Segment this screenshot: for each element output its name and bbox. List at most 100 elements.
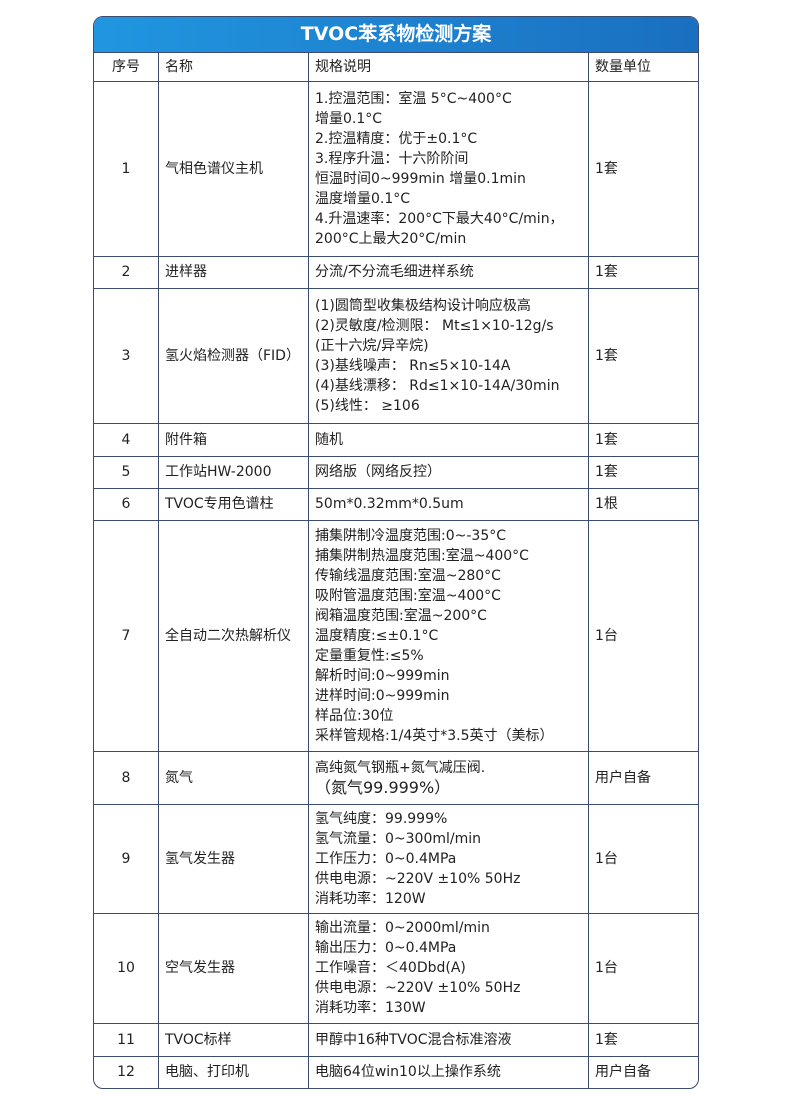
spec-line: 输出压力：0~0.4MPa (315, 940, 457, 956)
item-quantity: 1台 (588, 803, 698, 914)
spec-line: (4)基线漂移： Rd≤1×10-14A/30min (315, 377, 560, 394)
item-quantity: 1套 (588, 455, 698, 489)
spec-line: 工作压力：0~0.4MPa (315, 850, 457, 867)
table-row: 11 TVOC标样 甲醇中16种TVOC混合标准溶液 1套 (94, 1022, 698, 1057)
item-name: 附件箱 (158, 422, 309, 457)
table-row: 1 气相色谱仪主机 1.控温范围：室温 5°C~400°C 增量0.1°C 2.控温精度… (94, 80, 698, 257)
item-spec: 分流/不分流毛细进样系统 (308, 255, 589, 289)
row-number: 10 (94, 912, 159, 1024)
item-name: 全自动二次热解析仪 (158, 519, 309, 752)
table-row: 2 进样器 分流/不分流毛细进样系统 1套 (94, 255, 698, 289)
item-quantity: 1套 (588, 255, 698, 289)
spec-line: 3.程序升温：十六阶阶间 (315, 150, 469, 167)
item-quantity: 1台 (588, 519, 698, 752)
spec-line: 输出流量：0~2000ml/min (315, 920, 490, 936)
table-title: TVOC苯系物检测方案 (94, 17, 698, 53)
item-name: 电脑、打印机 (158, 1055, 309, 1088)
row-number: 9 (94, 803, 159, 914)
row-number: 8 (94, 750, 159, 805)
item-quantity: 1套 (588, 287, 698, 424)
spec-line: 高纯氮气钢瓶+氮气减压阀. (315, 759, 486, 776)
header-qty: 数量单位 (588, 53, 698, 82)
item-name: TVOC标样 (158, 1022, 309, 1057)
table-row: 3 氢火焰检测器（FID） (1)圆筒型收集极结构设计响应极高 (2)灵敏度/检测限：… (94, 287, 698, 424)
item-name: 进样器 (158, 255, 309, 289)
item-spec: 电脑64位win10以上操作系统 (308, 1055, 589, 1088)
spec-line: 温度增量0.1°C (315, 190, 411, 207)
header-no: 序号 (94, 53, 159, 82)
spec-line: (正十六烷/异辛烷) (315, 337, 429, 354)
spec-line: 氢气流量：0~300ml/min (315, 830, 482, 847)
spec-line: (5)线性： ≥106 (315, 397, 420, 414)
spec-line: 样品位:30位 (315, 707, 394, 724)
table-row: 9 氢气发生器 氢气纯度：99.999% 氢气流量：0~300ml/min 工作压力：0… (94, 803, 698, 914)
spec-line: （氮气99.999%） (315, 777, 451, 797)
table-row: 4 附件箱 随机 1套 (94, 422, 698, 457)
header-spec: 规格说明 (308, 53, 589, 82)
spec-line: (1)圆筒型收集极结构设计响应极高 (315, 297, 531, 314)
row-number: 12 (94, 1055, 159, 1088)
item-name: TVOC专用色谱柱 (158, 487, 309, 521)
spec-line: 恒温时间0~999min 增量0.1min (315, 170, 526, 187)
spec-line: 阀箱温度范围:室温~200°C (315, 607, 487, 624)
item-spec: (1)圆筒型收集极结构设计响应极高 (2)灵敏度/检测限： Mt≤1×10-12g… (308, 287, 589, 424)
table-row: 12 电脑、打印机 电脑64位win10以上操作系统 用户自备 (94, 1055, 698, 1088)
row-number: 1 (94, 80, 159, 257)
spec-line: 进样时间:0~999min (315, 687, 450, 704)
item-quantity: 1根 (588, 487, 698, 521)
item-quantity: 1台 (588, 912, 698, 1024)
item-spec: 随机 (308, 422, 589, 457)
spec-line: 随机 (315, 431, 343, 448)
header-name: 名称 (158, 53, 309, 82)
spec-line: 甲醇中16种TVOC混合标准溶液 (315, 1031, 512, 1048)
item-quantity: 用户自备 (588, 750, 698, 805)
spec-line: 网络版（网络反控） (315, 464, 441, 480)
item-name: 气相色谱仪主机 (158, 80, 309, 257)
item-quantity: 1套 (588, 422, 698, 457)
item-name: 氢气发生器 (158, 803, 309, 914)
item-name: 氢火焰检测器（FID） (158, 287, 309, 424)
spec-line: 吸附管温度范围:室温~400°C (315, 587, 501, 604)
row-number: 6 (94, 487, 159, 521)
spec-line: 2.控温精度：优于±0.1°C (315, 130, 478, 147)
table-row: 5 工作站HW-2000 网络版（网络反控） 1套 (94, 455, 698, 489)
item-spec: 1.控温范围：室温 5°C~400°C 增量0.1°C 2.控温精度：优于±0.1°… (308, 80, 589, 257)
spec-line: 50m*0.32mm*0.5um (315, 496, 464, 512)
item-spec: 输出流量：0~2000ml/min 输出压力：0~0.4MPa 工作噪音：＜40Db… (308, 912, 589, 1024)
item-spec: 甲醇中16种TVOC混合标准溶液 (308, 1022, 589, 1057)
item-quantity: 用户自备 (588, 1055, 698, 1088)
item-spec: 网络版（网络反控） (308, 455, 589, 489)
spec-line: 分流/不分流毛细进样系统 (315, 264, 474, 280)
row-number: 2 (94, 255, 159, 289)
row-number: 7 (94, 519, 159, 752)
spec-line: 供电电源：~220V ±10% 50Hz (315, 870, 521, 887)
spec-line: 捕集阱制冷温度范围:0~-35°C (315, 527, 506, 544)
spec-line: 定量重复性:≤5% (315, 647, 424, 664)
spec-line: 200°C上最大20°C/min (315, 230, 467, 247)
spec-line: 供电电源：~220V ±10% 50Hz (315, 980, 521, 996)
row-number: 5 (94, 455, 159, 489)
row-number: 11 (94, 1022, 159, 1057)
row-number: 3 (94, 287, 159, 424)
spec-line: 采样管规格:1/4英寸*3.5英寸（美标） (315, 727, 554, 744)
spec-line: 温度精度:≤±0.1°C (315, 627, 439, 644)
spec-line: 消耗功率：130W (315, 1000, 426, 1016)
table-row: 6 TVOC专用色谱柱 50m*0.32mm*0.5um 1根 (94, 487, 698, 521)
item-spec: 高纯氮气钢瓶+氮气减压阀. （氮气99.999%） (308, 750, 589, 805)
spec-line: (3)基线噪声： Rn≤5×10-14A (315, 357, 511, 374)
table-row: 8 氮气 高纯氮气钢瓶+氮气减压阀. （氮气99.999%） 用户自备 (94, 750, 698, 805)
spec-line: 工作噪音：＜40Dbd(A) (315, 960, 466, 976)
spec-line: 消耗功率：120W (315, 890, 426, 907)
spec-line: 增量0.1°C (315, 110, 383, 127)
table-row: 7 全自动二次热解析仪 捕集阱制冷温度范围:0~-35°C 捕集阱制热温度范围:室温~… (94, 519, 698, 752)
spec-line: 捕集阱制热温度范围:室温~400°C (315, 547, 529, 564)
spec-line: 氢气纯度：99.999% (315, 810, 448, 827)
row-number: 4 (94, 422, 159, 457)
spec-line: (2)灵敏度/检测限： Mt≤1×10-12g/s (315, 317, 554, 334)
scheme-table-container: TVOC苯系物检测方案 序号 名称 规格说明 数量单位 1 气相色谱仪主机 1.控温… (93, 16, 699, 1089)
spec-line: 电脑64位win10以上操作系统 (315, 1064, 501, 1081)
item-name: 工作站HW-2000 (158, 455, 309, 489)
item-quantity: 1套 (588, 1022, 698, 1057)
spec-line: 解析时间:0~999min (315, 667, 450, 684)
item-name: 氮气 (158, 750, 309, 805)
